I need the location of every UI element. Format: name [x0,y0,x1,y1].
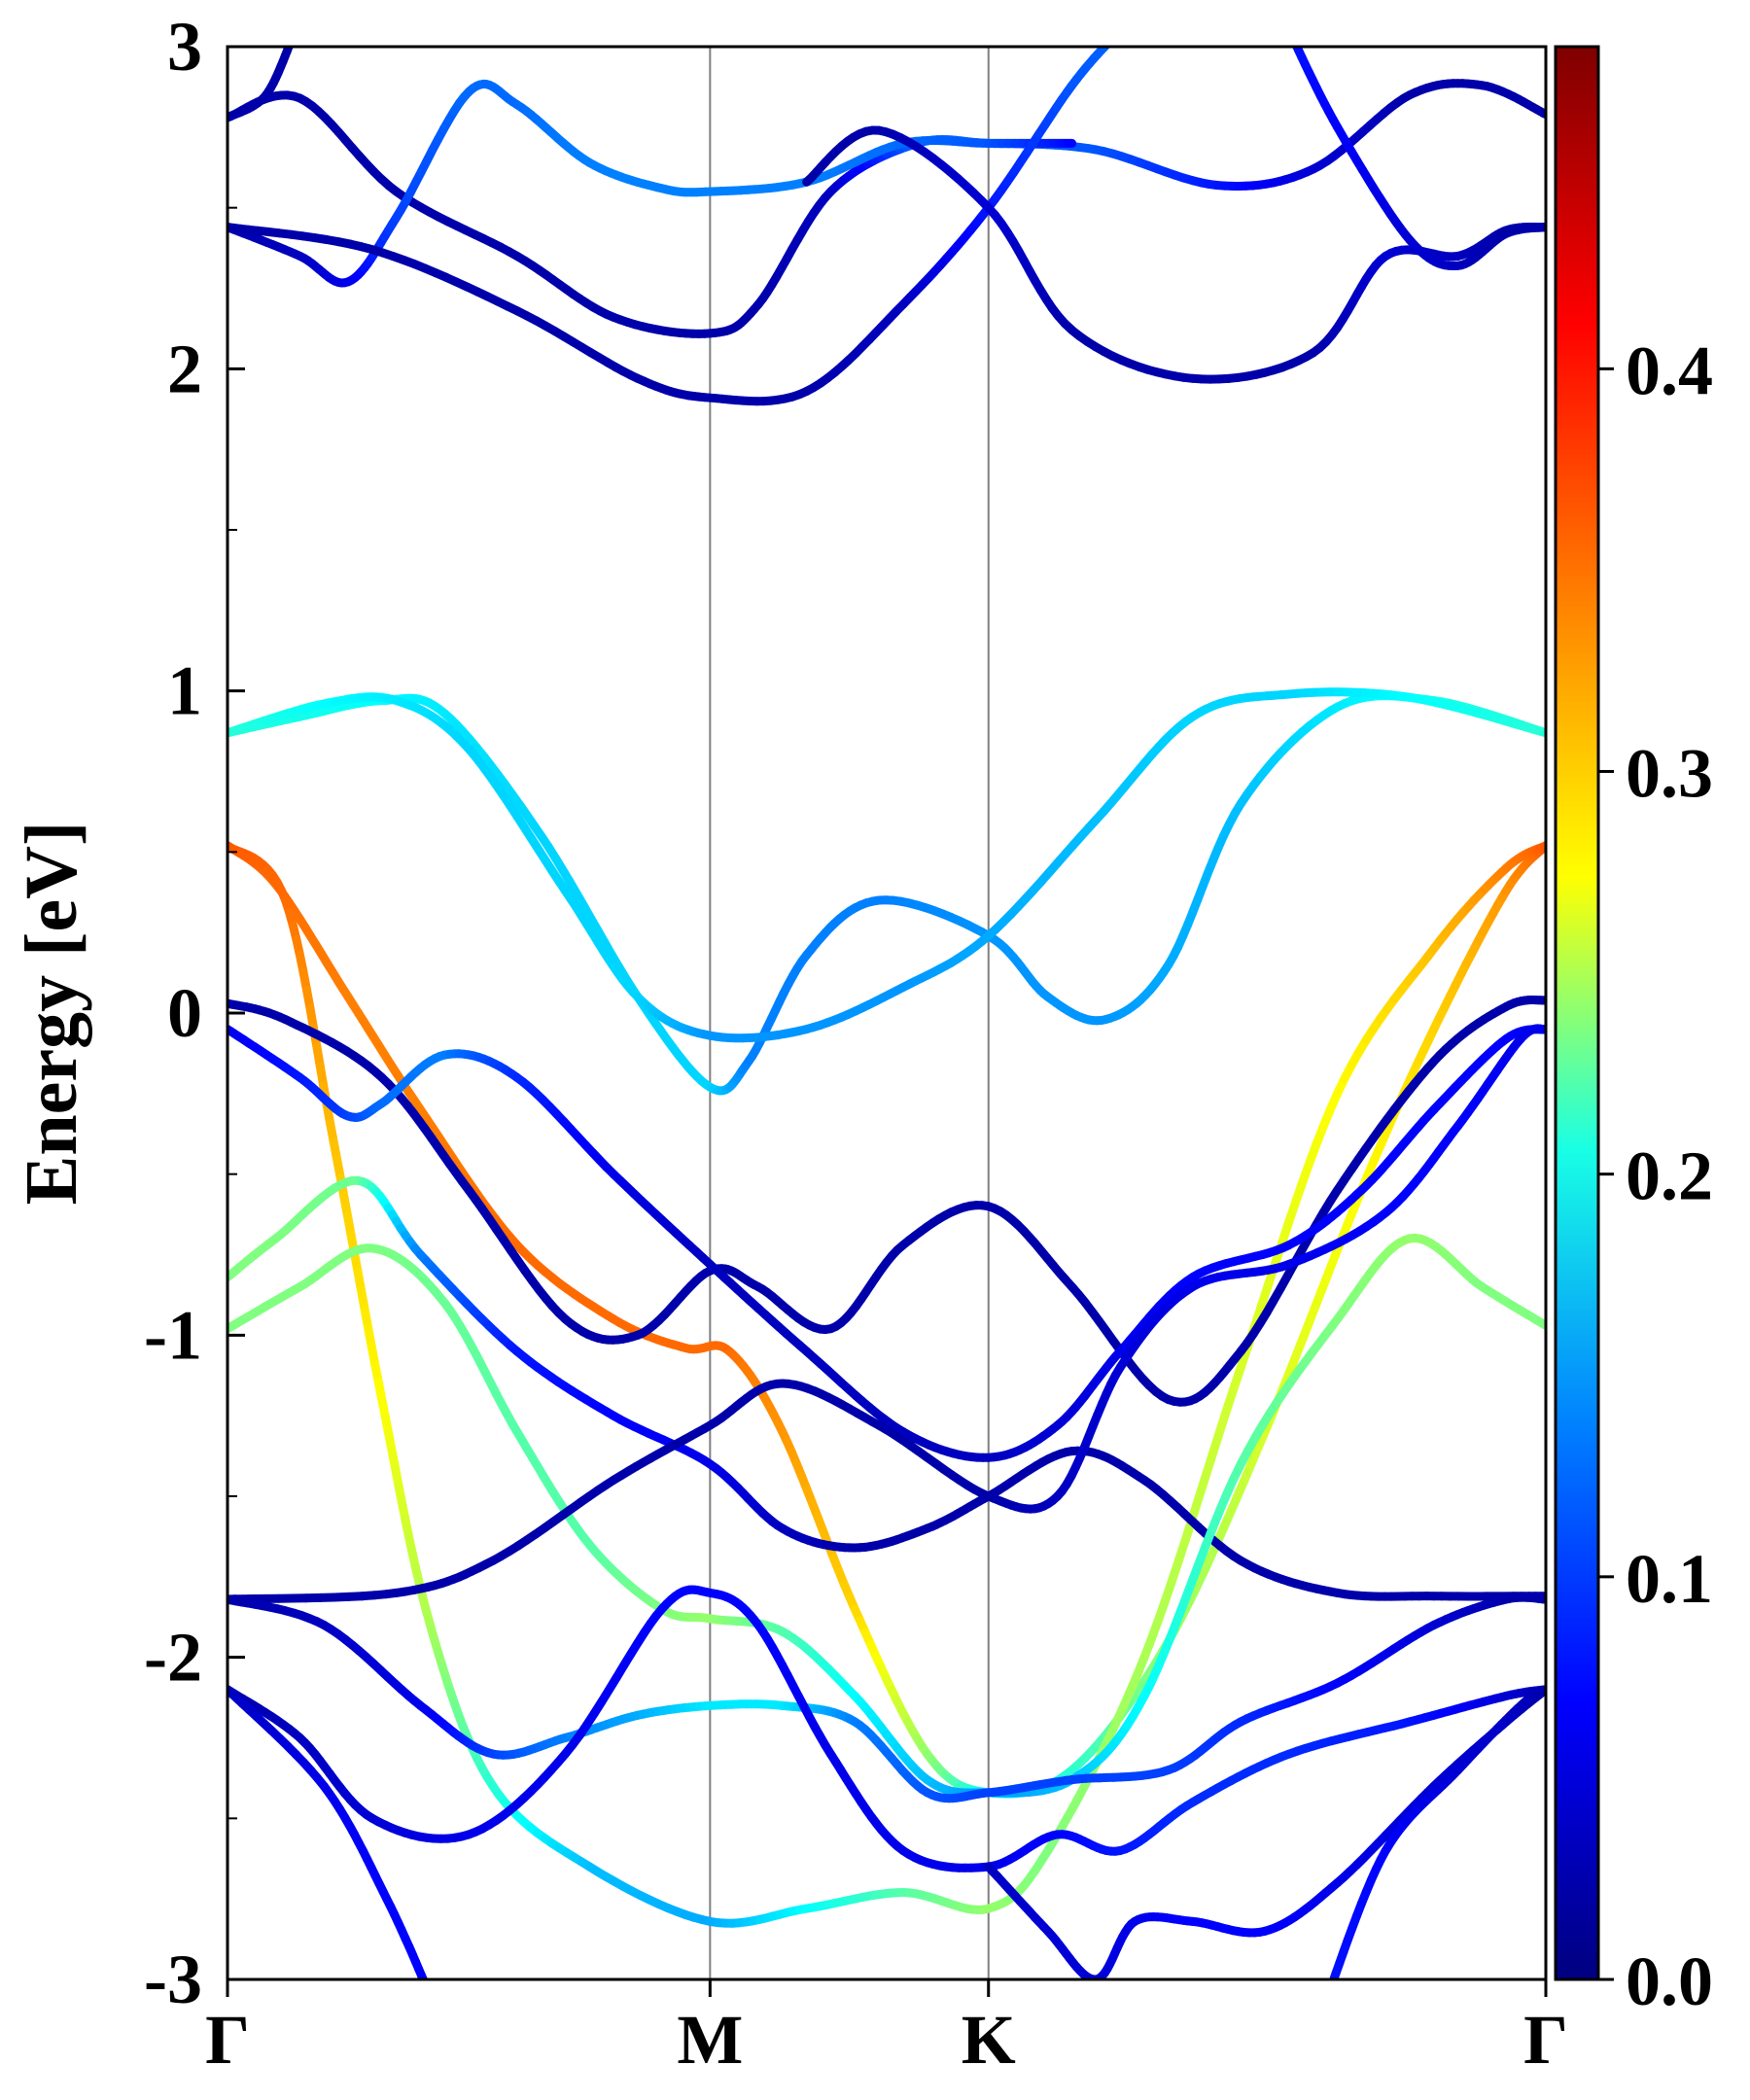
colorbar [1554,45,1600,1981]
band-segment [1328,1989,1330,1995]
band-segment [1289,30,1291,34]
band-line [802,125,1546,384]
band-line [228,841,1546,1928]
colorbar-tick-label: 0.4 [1626,332,1713,409]
band-lines [228,30,1546,1996]
band-segment [420,1977,429,1979]
band-segment [1111,38,1114,41]
x-tick-label: M [677,2001,743,2079]
band-segment [1329,1978,1337,1979]
band-line [228,691,1546,1096]
band-line [228,30,1120,406]
band-line [228,1592,1546,1803]
band-segment [291,37,293,41]
y-tick-label: -1 [144,1296,202,1374]
band-segment [1291,47,1300,50]
y-tick-label: 3 [167,8,202,86]
band-segment [427,1987,429,1992]
band-line [228,79,1077,288]
colorbar-tick-label: 0.2 [1626,1138,1713,1215]
band-line [228,687,1546,1043]
band-line [228,30,295,122]
band-line [1328,1685,1546,1995]
colorbar-tick-label: 0.3 [1626,735,1713,813]
band-line [228,1025,1546,1462]
band-line [228,1685,431,1996]
y-tick-label: -2 [144,1619,202,1697]
band-line [228,1024,1546,1604]
colorbar-ticks: 0.0 0.1 0.2 0.3 0.4 [1598,332,1713,2020]
y-tick-label: -3 [144,1941,202,2018]
high-symmetry-lines [709,47,990,1979]
band-segment [429,1992,431,1996]
band-line [228,841,1546,1799]
x-tick-label: Γ [1523,2001,1568,2079]
band-segment [285,47,294,51]
colorbar-tick-label: 0.0 [1626,1942,1713,2020]
band-segment [1104,47,1111,48]
band-segment [1116,33,1118,35]
band-segment [294,30,295,33]
x-tick-label: Γ [205,2001,250,2079]
band-segment [1114,35,1117,38]
y-tick-label: 1 [167,652,202,730]
band-line [228,1175,1546,1601]
x-tick-label: K [962,2001,1016,2079]
colorbar-tick-label: 0.1 [1626,1540,1713,1618]
band-line [984,1685,1546,1979]
band-segment [1291,34,1293,39]
band-line [1289,30,1546,270]
band-line [228,79,1546,338]
band-line [228,1233,1546,1798]
y-axis-ticks: -3 -2 -1 0 1 2 3 [144,8,245,2018]
y-axis-label: Energy [eV] [11,822,92,1206]
band-segment [1118,30,1120,32]
y-tick-label: 0 [167,974,202,1052]
y-tick-label: 2 [167,330,202,407]
band-segment [293,33,294,37]
